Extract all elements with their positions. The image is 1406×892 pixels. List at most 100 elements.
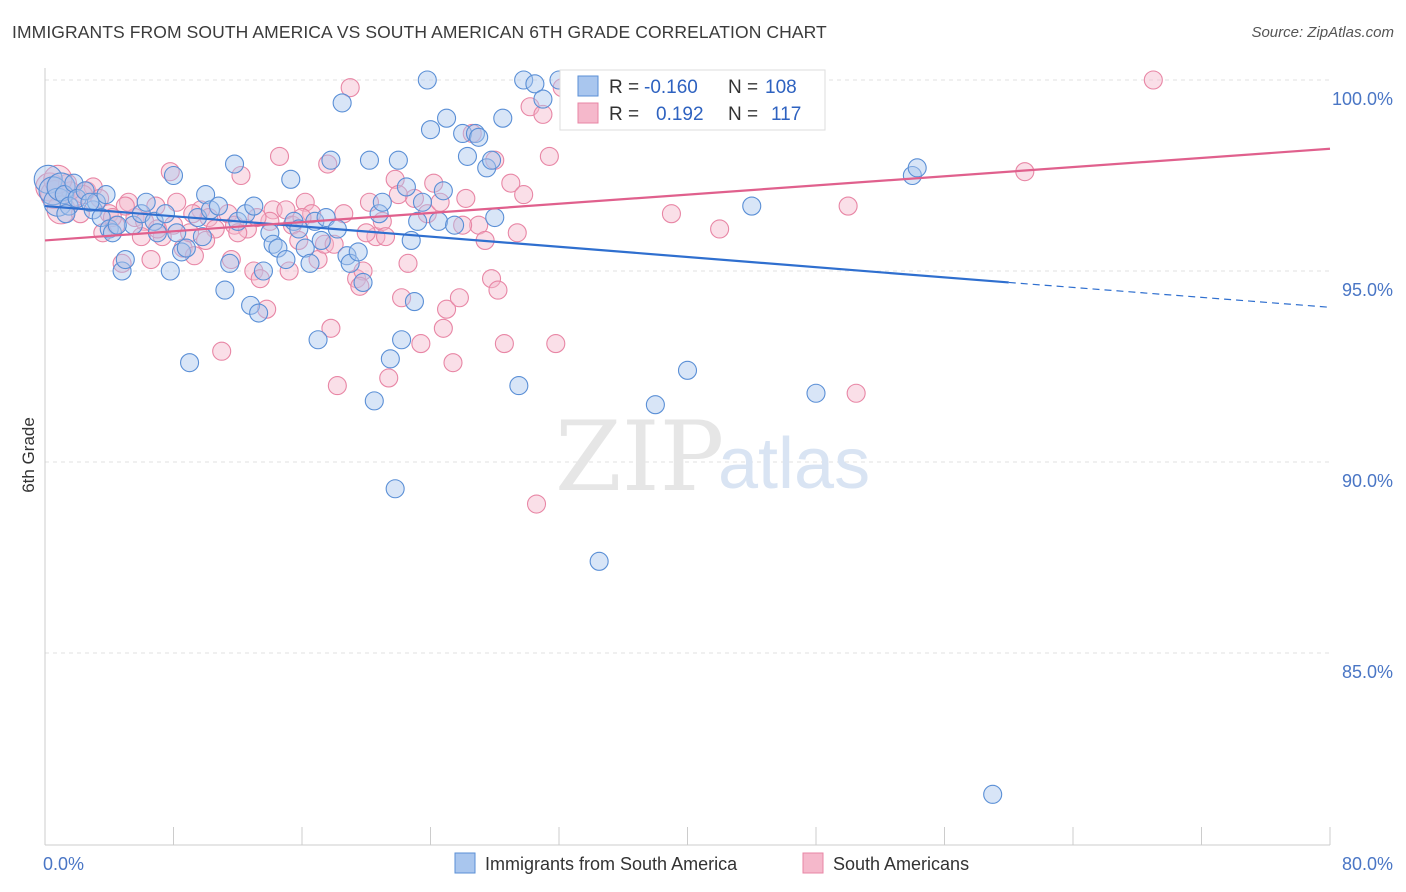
point-immigrants-106 bbox=[56, 204, 76, 224]
point-south-americans-40 bbox=[302, 204, 322, 224]
point-immigrants-44 bbox=[276, 249, 296, 270]
chart-title: IMMIGRANTS FROM SOUTH AMERICA VS SOUTH A… bbox=[12, 22, 827, 42]
point-immigrants-103 bbox=[167, 223, 187, 243]
x-tick-label-1: 80.0% bbox=[1342, 854, 1393, 874]
point-immigrants-90 bbox=[589, 551, 609, 571]
point-south-americans-57 bbox=[411, 334, 431, 354]
point-immigrants-22 bbox=[160, 261, 180, 281]
point-south-americans-69 bbox=[488, 280, 508, 300]
point-immigrants-8 bbox=[75, 181, 95, 201]
point-south-americans-62 bbox=[443, 353, 463, 373]
point-south-americans-35 bbox=[269, 146, 290, 166]
point-immigrants-15 bbox=[115, 249, 135, 270]
point-south-americans-73 bbox=[514, 185, 534, 205]
point-immigrants-53 bbox=[321, 150, 341, 170]
point-south-americans-116 bbox=[375, 227, 396, 247]
point-immigrants-29 bbox=[196, 185, 216, 205]
point-south-americans-44 bbox=[327, 376, 347, 396]
point-south-americans-76 bbox=[533, 104, 553, 124]
point-immigrants-1 bbox=[38, 176, 68, 206]
point-immigrants-48 bbox=[295, 238, 315, 258]
point-immigrants-25 bbox=[176, 238, 196, 258]
point-immigrants-82 bbox=[469, 127, 489, 147]
point-immigrants-62 bbox=[369, 204, 389, 224]
point-south-americans-77 bbox=[539, 146, 559, 166]
point-immigrants-78 bbox=[445, 215, 465, 235]
point-immigrants-33 bbox=[220, 253, 240, 273]
point-immigrants-85 bbox=[493, 108, 513, 128]
point-south-americans-68 bbox=[481, 269, 502, 289]
point-south-americans-22 bbox=[184, 246, 204, 266]
point-immigrants-65 bbox=[385, 479, 405, 499]
point-immigrants-84 bbox=[481, 150, 502, 170]
chart-source: Source: ZipAtlas.com bbox=[1251, 24, 1394, 41]
point-south-americans-59 bbox=[424, 173, 444, 193]
point-immigrants-101 bbox=[485, 207, 505, 228]
point-south-americans-109 bbox=[350, 276, 370, 296]
point-south-americans-42 bbox=[314, 234, 335, 254]
legend-r-value-1: -0.160 bbox=[644, 77, 698, 98]
point-south-americans-85 bbox=[661, 204, 681, 224]
legend-r-label-1: R = bbox=[609, 77, 639, 98]
trend-line-immigrants-extension bbox=[1008, 281, 1331, 308]
point-immigrants-63 bbox=[372, 192, 392, 212]
point-immigrants-76 bbox=[433, 181, 453, 201]
point-immigrants-37 bbox=[241, 295, 261, 315]
legend-swatch-blue bbox=[577, 75, 599, 97]
bottom-legend-label-blue: Immigrants from South America bbox=[485, 854, 738, 874]
point-south-americans-103 bbox=[43, 164, 73, 194]
point-immigrants-59 bbox=[353, 272, 373, 293]
trend-line-south-americans bbox=[44, 147, 1331, 242]
point-south-americans-104 bbox=[453, 215, 473, 235]
bottom-legend-swatch-blue bbox=[454, 852, 476, 874]
point-immigrants-11 bbox=[91, 207, 111, 228]
point-immigrants-60 bbox=[359, 150, 380, 170]
point-immigrants-64 bbox=[380, 349, 400, 369]
point-immigrants-97 bbox=[907, 158, 927, 178]
y-tick-label-2: 90.0% bbox=[1342, 471, 1393, 491]
point-south-americans-92 bbox=[324, 234, 344, 254]
point-immigrants-92 bbox=[645, 395, 665, 415]
point-immigrants-49 bbox=[300, 253, 320, 273]
point-immigrants-73 bbox=[417, 70, 437, 90]
point-immigrants-81 bbox=[465, 123, 486, 144]
point-immigrants-72 bbox=[412, 192, 433, 212]
point-south-americans-107 bbox=[433, 318, 453, 338]
point-south-americans-61 bbox=[437, 299, 457, 319]
watermark: ZIP atlas bbox=[555, 401, 870, 513]
legend-n-label-1: N = bbox=[728, 77, 758, 98]
legend-n-value-1: 108 bbox=[765, 77, 797, 98]
point-immigrants-58 bbox=[348, 242, 368, 262]
point-south-americans-98 bbox=[131, 227, 151, 247]
point-south-americans-38 bbox=[289, 230, 309, 250]
point-south-americans-46 bbox=[340, 78, 360, 98]
point-south-americans-115 bbox=[279, 261, 299, 281]
point-immigrants-7 bbox=[67, 188, 87, 208]
point-south-americans-18 bbox=[160, 162, 180, 182]
point-immigrants-66 bbox=[388, 150, 408, 170]
point-immigrants-55 bbox=[332, 93, 352, 113]
trend-line-immigrants bbox=[44, 204, 1009, 284]
x-tick-labels: 0.0% 80.0% bbox=[43, 854, 1393, 874]
point-south-americans-52 bbox=[379, 368, 399, 388]
trend-lines bbox=[44, 147, 1331, 308]
point-south-americans-54 bbox=[392, 288, 412, 308]
point-south-americans-39 bbox=[295, 192, 315, 212]
point-immigrants-61 bbox=[364, 391, 384, 411]
legend-n-label-2: N = bbox=[728, 104, 758, 125]
point-immigrants-56 bbox=[337, 246, 357, 266]
point-immigrants-57 bbox=[340, 253, 360, 273]
point-south-americans-88 bbox=[846, 383, 866, 403]
point-immigrants-88 bbox=[525, 74, 545, 94]
legend-r-label-2: R = bbox=[609, 104, 639, 125]
point-south-americans-29 bbox=[231, 165, 251, 186]
point-immigrants-47 bbox=[289, 219, 309, 239]
legend-box-frame bbox=[559, 69, 826, 131]
point-south-americans-95 bbox=[228, 223, 248, 243]
point-immigrants-28 bbox=[192, 227, 212, 247]
point-south-americans-72 bbox=[507, 223, 527, 243]
point-immigrants-40 bbox=[253, 261, 274, 281]
point-south-americans-106 bbox=[388, 185, 408, 205]
point-immigrants-107 bbox=[96, 185, 116, 205]
